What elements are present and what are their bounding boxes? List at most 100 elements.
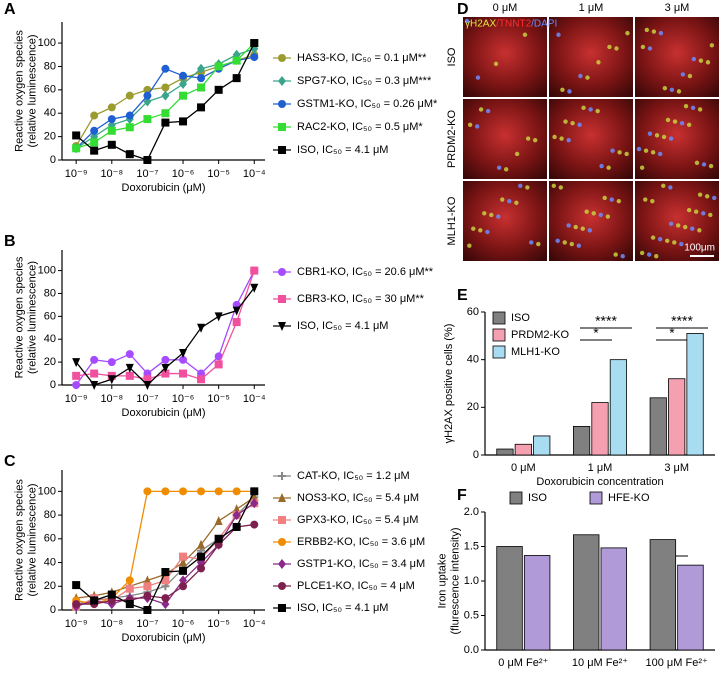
nucleus [573,224,578,230]
legend-swatch [492,328,506,342]
nucleus [683,224,688,230]
marker [161,109,170,118]
nucleus [598,212,603,218]
nucleus [475,75,481,80]
nucleus [704,194,710,199]
marker [161,369,170,378]
legend-marker [278,268,286,276]
nucleus [596,60,601,65]
nucleus [602,195,607,201]
nucleus [585,75,590,80]
marker [143,115,152,124]
y-tick-label: 20 [44,131,56,143]
marker [72,371,81,380]
legend-label: CBR1-KO, IC₅₀ = 20.6 μM** [297,266,434,278]
marker [214,534,223,543]
marker [232,318,241,327]
marker [107,115,116,124]
marker [197,74,206,83]
bar [591,402,609,456]
legend-label: ERBB2-KO, IC₅₀ = 3.6 μM [297,536,425,548]
micrograph [463,181,547,261]
nucleus [690,105,696,111]
bar [668,378,686,456]
micrograph [549,17,633,97]
nucleus [467,122,473,128]
micrograph [635,17,719,97]
nucleus [595,108,600,114]
nucleus [687,73,693,79]
nucleus [556,32,561,37]
x-tick-label: 10⁻⁹ [65,168,88,180]
legend-marker [278,493,286,502]
x-tick-label: 10⁻⁹ [65,393,88,405]
stain-label: γH2AX [465,19,496,30]
marker [214,487,223,496]
y-axis-label: Reactive oxygen species [13,30,25,152]
nucleus [697,107,703,112]
x-axis-label: Doxorubicin concentration [536,476,663,488]
legend-marker [278,516,286,524]
marker [143,606,152,614]
bar [686,333,704,456]
legend-marker [278,604,286,612]
nucleus [701,162,707,167]
nucleus [464,18,470,24]
nucleus [672,119,678,124]
nucleus [658,30,664,36]
y-tick-label: 80 [44,287,56,299]
nucleus [606,165,611,170]
marker [197,552,206,561]
nucleus [690,226,695,231]
marker [161,568,170,577]
stain-label: /DAPI [531,19,557,30]
bar [677,564,704,651]
y-tick-label: 40 [44,556,56,568]
nucleus [676,89,682,94]
marker [232,74,241,83]
nucleus [683,104,689,109]
marker [125,150,134,159]
bar [533,435,551,456]
annotation: * [593,325,599,341]
nucleus [669,87,675,92]
x-tick-label: 3 μM [664,462,689,474]
nucleus [570,121,575,126]
nucleus [686,122,692,128]
marker [143,375,152,384]
y-tick-label: 0 [473,449,479,461]
x-tick-label: 10 μM Fe²⁺ [572,657,628,669]
marker [197,487,206,496]
y-tick-label: 60 [44,533,56,545]
nucleus [668,136,674,141]
nucleus [482,211,487,216]
marker [72,381,81,389]
nucleus [555,238,560,244]
marker [125,584,134,593]
y-tick-label: 100 [38,485,56,497]
bar [523,555,551,651]
nucleus [471,226,476,231]
micrograph [635,181,719,261]
marker [250,266,259,275]
y-tick-label: 1.0 [464,575,479,587]
nucleus [496,165,502,170]
nucleus [569,241,575,247]
marker [107,126,116,135]
marker [232,306,241,316]
panel-letter: E [457,287,468,304]
nucleus [577,122,582,128]
y-tick-label: 0.5 [464,609,479,621]
marker [90,355,99,364]
x-tick-label: 100 μM Fe²⁺ [646,657,708,669]
nucleus [580,226,585,231]
nucleus [686,207,692,213]
x-tick-label: 10⁻⁵ [207,618,230,630]
nucleus [620,253,625,259]
legend-marker [278,538,286,546]
x-tick-label: 10⁻⁷ [136,618,158,630]
nucleus [672,240,677,245]
nucleus [584,209,589,214]
legend-marker [278,472,286,480]
nucleus [576,243,582,248]
